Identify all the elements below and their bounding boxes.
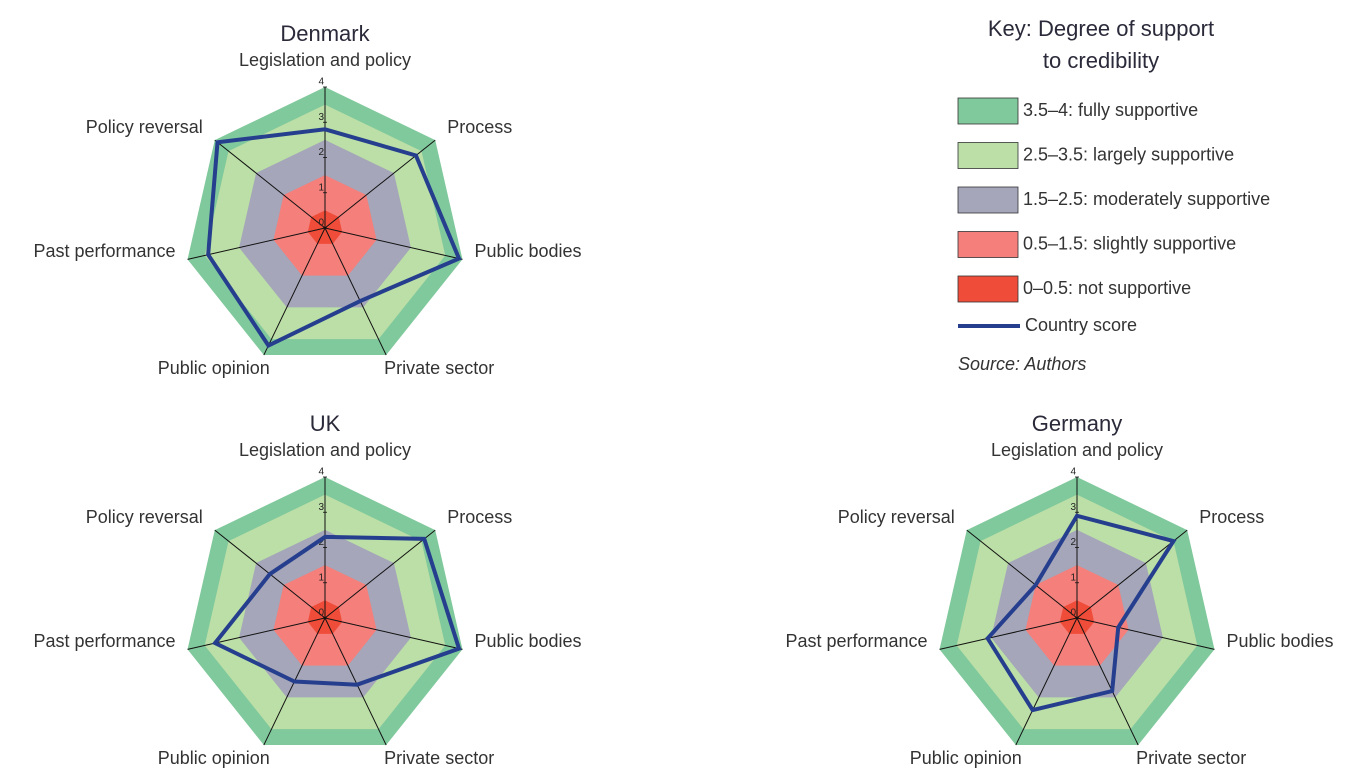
tick-label: 4: [1070, 467, 1076, 478]
legend-label: 3.5–4: fully supportive: [1023, 100, 1198, 120]
tick-label: 1: [318, 182, 324, 193]
legend-title: Key: Degree of support: [988, 16, 1214, 41]
chart-title: Denmark: [280, 21, 370, 46]
spoke: [966, 529, 1078, 619]
tick-label: 2: [1070, 537, 1076, 548]
axis-label: Past performance: [33, 241, 175, 261]
spoke: [187, 617, 326, 650]
tick-label: 2: [318, 147, 324, 158]
spoke: [263, 227, 326, 356]
tick-label: 4: [318, 467, 324, 478]
legend-swatch: [957, 231, 1019, 258]
legend-swatch: [957, 186, 1019, 214]
score-line: [985, 513, 1177, 713]
axis-label: Public opinion: [158, 748, 270, 768]
axis-label: Public bodies: [1226, 631, 1333, 651]
axis-label: Process: [447, 117, 512, 137]
spoke: [187, 227, 326, 260]
spoke: [214, 139, 326, 229]
tick-label: 1: [1070, 572, 1076, 583]
spoke: [324, 529, 436, 619]
tick-label: 2: [318, 537, 324, 548]
axis-label: Public bodies: [474, 631, 581, 651]
legend-label: 0.5–1.5: slightly supportive: [1023, 233, 1236, 253]
axis-label: Process: [1199, 507, 1264, 527]
axis-label: Private sector: [384, 748, 494, 768]
spoke: [324, 227, 387, 356]
axis-label: Public opinion: [158, 358, 270, 378]
tick-label: 0: [318, 608, 324, 619]
spoke: [324, 227, 463, 260]
legend-swatch: [957, 97, 1019, 125]
axis-label: Legislation and policy: [239, 440, 411, 460]
tick-label: 4: [318, 77, 324, 88]
axis-label: Policy reversal: [838, 507, 955, 527]
legend-swatch: [957, 142, 1019, 169]
tick-label: 3: [1070, 502, 1076, 513]
score-line: [206, 127, 462, 349]
legend-label: 2.5–3.5: largely supportive: [1023, 144, 1234, 164]
axis-label: Private sector: [384, 358, 494, 378]
axis-label: Policy reversal: [86, 117, 203, 137]
spoke: [939, 617, 1078, 650]
spoke: [324, 617, 387, 746]
spoke: [1076, 617, 1139, 746]
chart-title: Germany: [1032, 411, 1122, 436]
axis-label: Private sector: [1136, 748, 1246, 768]
axis-label: Public opinion: [910, 748, 1022, 768]
legend-swatch: [957, 275, 1019, 303]
axis-label: Process: [447, 507, 512, 527]
tick-label: 3: [318, 112, 324, 123]
tick-label: 1: [318, 572, 324, 583]
legend-label: 0–0.5: not supportive: [1023, 278, 1191, 298]
axis-label: Policy reversal: [86, 507, 203, 527]
tick-label: 0: [1070, 608, 1076, 619]
chart-title: UK: [310, 411, 341, 436]
axis-label: Public bodies: [474, 241, 581, 261]
legend-title: to credibility: [1043, 48, 1159, 73]
tick-label: 3: [318, 502, 324, 513]
spoke: [1076, 617, 1215, 650]
spoke: [324, 617, 463, 650]
tick-label: 0: [318, 218, 324, 229]
source: Source: Authors: [958, 354, 1086, 374]
legend-label: Country score: [1025, 315, 1137, 335]
axis-label: Legislation and policy: [991, 440, 1163, 460]
legend-label: 1.5–2.5: moderately supportive: [1023, 189, 1270, 209]
axis-label: Past performance: [33, 631, 175, 651]
score-line: [211, 534, 462, 687]
axis-label: Past performance: [785, 631, 927, 651]
axis-label: Legislation and policy: [239, 50, 411, 70]
spoke: [1015, 617, 1078, 746]
